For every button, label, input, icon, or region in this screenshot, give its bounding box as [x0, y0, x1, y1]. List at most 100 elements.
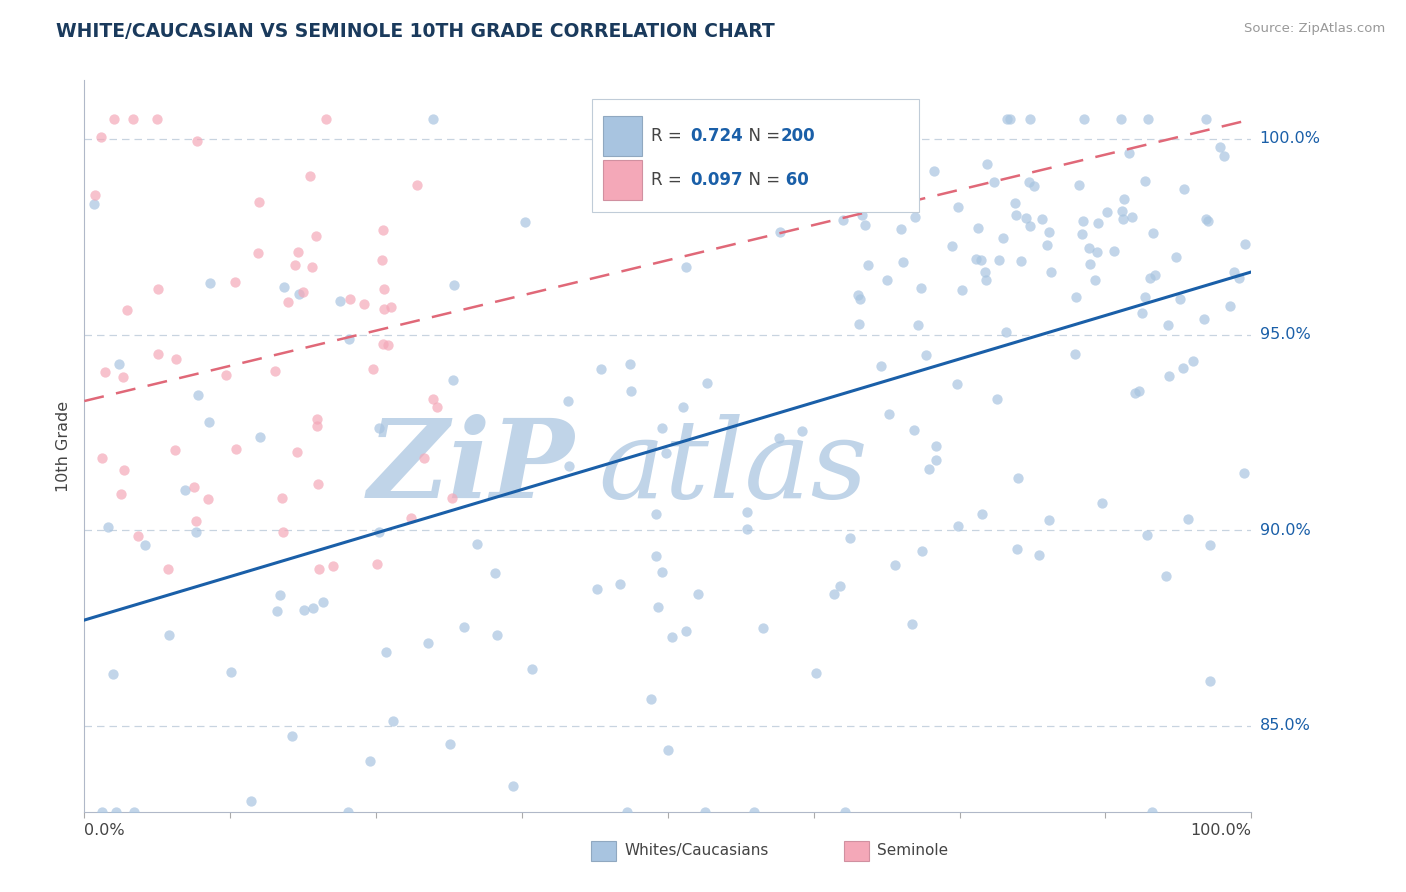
- Point: [863, 112, 886, 127]
- Point: [183, 480, 205, 494]
- Point: [413, 450, 436, 465]
- Text: 100.0%: 100.0%: [1260, 131, 1320, 146]
- Point: [675, 624, 697, 638]
- Point: [1142, 805, 1164, 819]
- Point: [910, 543, 932, 558]
- Point: [1018, 175, 1040, 189]
- Point: [441, 374, 464, 388]
- Point: [329, 294, 352, 309]
- Point: [946, 200, 969, 214]
- Point: [1007, 471, 1029, 485]
- Text: 95.0%: 95.0%: [1260, 327, 1310, 342]
- Point: [353, 297, 375, 311]
- Point: [453, 620, 475, 634]
- Point: [1209, 139, 1232, 153]
- Point: [998, 112, 1021, 127]
- Point: [1102, 244, 1125, 258]
- Point: [198, 276, 221, 290]
- Point: [307, 477, 329, 491]
- Text: 100.0%: 100.0%: [1191, 823, 1251, 838]
- Point: [104, 805, 127, 819]
- Point: [146, 282, 169, 296]
- Point: [1197, 214, 1219, 228]
- Point: [855, 218, 877, 232]
- Point: [215, 368, 238, 382]
- Point: [1112, 212, 1135, 227]
- Point: [127, 529, 149, 543]
- Point: [184, 514, 207, 528]
- Point: [586, 582, 609, 596]
- Point: [1139, 271, 1161, 285]
- Point: [134, 537, 156, 551]
- Point: [737, 144, 759, 158]
- Point: [157, 628, 180, 642]
- Point: [1227, 271, 1250, 285]
- Point: [399, 511, 422, 525]
- Point: [752, 621, 775, 635]
- Point: [405, 178, 427, 192]
- Point: [1064, 289, 1087, 303]
- Point: [271, 491, 294, 505]
- Point: [1136, 112, 1159, 127]
- Point: [1073, 112, 1095, 127]
- Point: [1199, 538, 1222, 552]
- Point: [112, 370, 135, 384]
- Point: [219, 665, 242, 680]
- Point: [804, 665, 827, 680]
- Text: 60: 60: [780, 171, 808, 189]
- Text: Source: ZipAtlas.com: Source: ZipAtlas.com: [1244, 22, 1385, 36]
- Point: [122, 805, 145, 819]
- Point: [1031, 211, 1053, 226]
- Point: [640, 691, 662, 706]
- Point: [890, 222, 912, 236]
- Text: Seminole: Seminole: [877, 844, 949, 858]
- Point: [1038, 513, 1060, 527]
- Point: [769, 225, 792, 239]
- Point: [661, 630, 683, 644]
- Point: [1028, 548, 1050, 562]
- Point: [965, 252, 987, 266]
- Y-axis label: 10th Grade: 10th Grade: [56, 401, 72, 491]
- Point: [285, 444, 308, 458]
- Point: [186, 525, 208, 540]
- Point: [304, 228, 326, 243]
- Point: [785, 112, 807, 127]
- Point: [339, 292, 361, 306]
- Point: [375, 645, 398, 659]
- Point: [973, 265, 995, 279]
- Point: [1136, 527, 1159, 541]
- Point: [1004, 208, 1026, 222]
- Point: [485, 628, 508, 642]
- Point: [305, 412, 328, 426]
- Point: [974, 273, 997, 287]
- Point: [94, 365, 117, 379]
- Point: [302, 600, 325, 615]
- Point: [1233, 236, 1256, 251]
- Point: [416, 635, 439, 649]
- Point: [422, 112, 444, 127]
- Text: 0.097: 0.097: [690, 171, 742, 189]
- Point: [883, 558, 905, 572]
- Point: [1142, 226, 1164, 240]
- Text: R =: R =: [651, 171, 688, 189]
- Text: N =: N =: [738, 127, 786, 145]
- Point: [768, 431, 790, 445]
- Point: [1144, 268, 1167, 282]
- Point: [426, 400, 449, 414]
- Point: [1181, 353, 1204, 368]
- Point: [163, 442, 186, 457]
- Point: [246, 246, 269, 260]
- Point: [839, 531, 862, 545]
- Point: [846, 288, 869, 302]
- Point: [108, 357, 131, 371]
- Point: [557, 394, 579, 409]
- Point: [197, 416, 219, 430]
- Text: Whites/Caucasians: Whites/Caucasians: [624, 844, 769, 858]
- Point: [558, 458, 581, 473]
- Point: [381, 714, 404, 728]
- Point: [948, 519, 970, 533]
- Text: 0.0%: 0.0%: [84, 823, 125, 838]
- Point: [742, 805, 765, 819]
- Point: [157, 562, 180, 576]
- Point: [832, 213, 855, 227]
